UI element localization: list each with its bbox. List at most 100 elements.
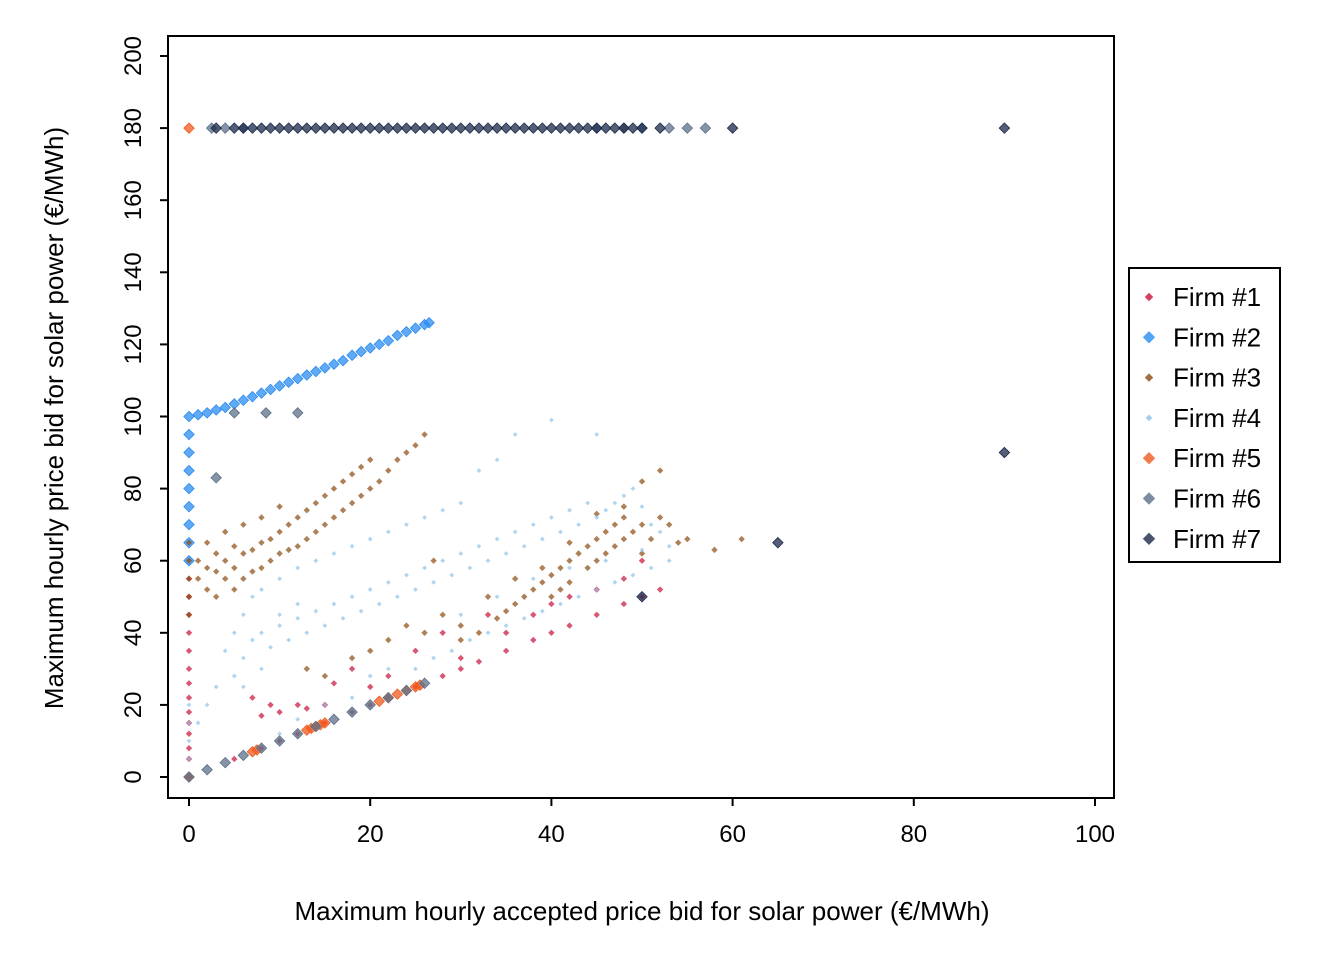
legend: Firm #1 Firm #2 Firm #3 Firm #4 Firm #5 Firm … [1128, 267, 1281, 563]
data-point [558, 601, 563, 607]
data-point [240, 575, 247, 582]
data-point [422, 515, 427, 520]
data-point [449, 572, 455, 578]
data-point [276, 550, 283, 557]
data-point [349, 543, 355, 549]
data-point [566, 579, 573, 586]
legend-marker [1144, 373, 1154, 382]
legend-label: Firm #5 [1173, 443, 1261, 473]
data-point [259, 630, 264, 636]
data-point [330, 514, 338, 521]
data-point [457, 654, 464, 662]
data-point [183, 464, 195, 477]
data-point [566, 539, 573, 546]
data-point [313, 558, 319, 564]
data-point [385, 467, 392, 474]
data-point [346, 122, 358, 134]
data-point [312, 499, 320, 507]
data-point [231, 673, 237, 679]
data-point [267, 535, 274, 543]
data-point [418, 122, 431, 134]
data-point [566, 593, 573, 600]
data-point [455, 122, 467, 134]
data-point [367, 485, 374, 492]
data-point [549, 417, 554, 423]
y-tick-label: 200 [120, 36, 147, 76]
data-point [620, 600, 628, 608]
legend-label: Firm #4 [1173, 403, 1261, 433]
data-point [240, 612, 246, 618]
data-point [521, 543, 527, 549]
data-point [648, 565, 654, 571]
data-point [475, 629, 483, 636]
data-point [185, 665, 193, 673]
data-point [440, 507, 446, 513]
data-point [331, 601, 337, 607]
data-point [666, 543, 672, 549]
data-point [321, 521, 329, 528]
data-point [286, 637, 292, 643]
data-point [255, 122, 268, 134]
data-point [185, 539, 193, 546]
data-point [536, 122, 549, 134]
data-point [183, 482, 195, 495]
data-point [240, 550, 247, 557]
data-point [391, 329, 404, 342]
data-point [339, 478, 347, 485]
series-7 [210, 122, 1011, 603]
data-point [431, 579, 437, 585]
data-point [530, 611, 537, 618]
data-point [738, 535, 745, 543]
data-point [328, 358, 340, 370]
data-point [185, 557, 193, 564]
data-point [998, 446, 1011, 459]
data-point [273, 122, 286, 134]
data-point [630, 486, 636, 491]
data-point [185, 593, 193, 600]
data-point [295, 615, 301, 621]
legend-label: Firm #7 [1173, 524, 1261, 554]
data-point [185, 744, 193, 752]
data-point [554, 122, 567, 134]
data-point [313, 608, 319, 614]
x-tick-label: 80 [900, 821, 927, 848]
x-axis: 0 20 40 60 80 100 [182, 798, 1115, 848]
data-point [576, 522, 581, 528]
data-point [194, 557, 202, 564]
data-point [185, 629, 193, 636]
data-point [258, 514, 265, 521]
data-point [473, 122, 485, 134]
data-point [440, 558, 446, 564]
data-point [373, 338, 386, 351]
data-point [183, 771, 195, 783]
data-point [385, 529, 391, 535]
data-point [258, 539, 265, 546]
data-point [240, 684, 246, 690]
data-point [566, 557, 573, 564]
data-point [521, 593, 528, 600]
data-point [231, 630, 237, 636]
data-point [259, 666, 264, 672]
data-point [449, 648, 455, 654]
data-point [277, 576, 282, 582]
data-point [675, 539, 682, 546]
data-point [382, 691, 395, 704]
data-point [330, 485, 338, 492]
data-point [291, 727, 304, 740]
data-point [427, 122, 440, 134]
data-point [491, 122, 503, 134]
data-point [237, 394, 250, 407]
data-point [264, 122, 277, 134]
legend-label: Firm #6 [1173, 484, 1261, 514]
data-point [258, 564, 265, 572]
data-point [355, 345, 367, 358]
data-point [186, 738, 192, 744]
data-point [726, 122, 739, 134]
data-point [201, 764, 213, 776]
data-point [246, 122, 259, 134]
data-point [268, 644, 273, 650]
data-point [186, 756, 192, 762]
data-point [357, 463, 365, 471]
